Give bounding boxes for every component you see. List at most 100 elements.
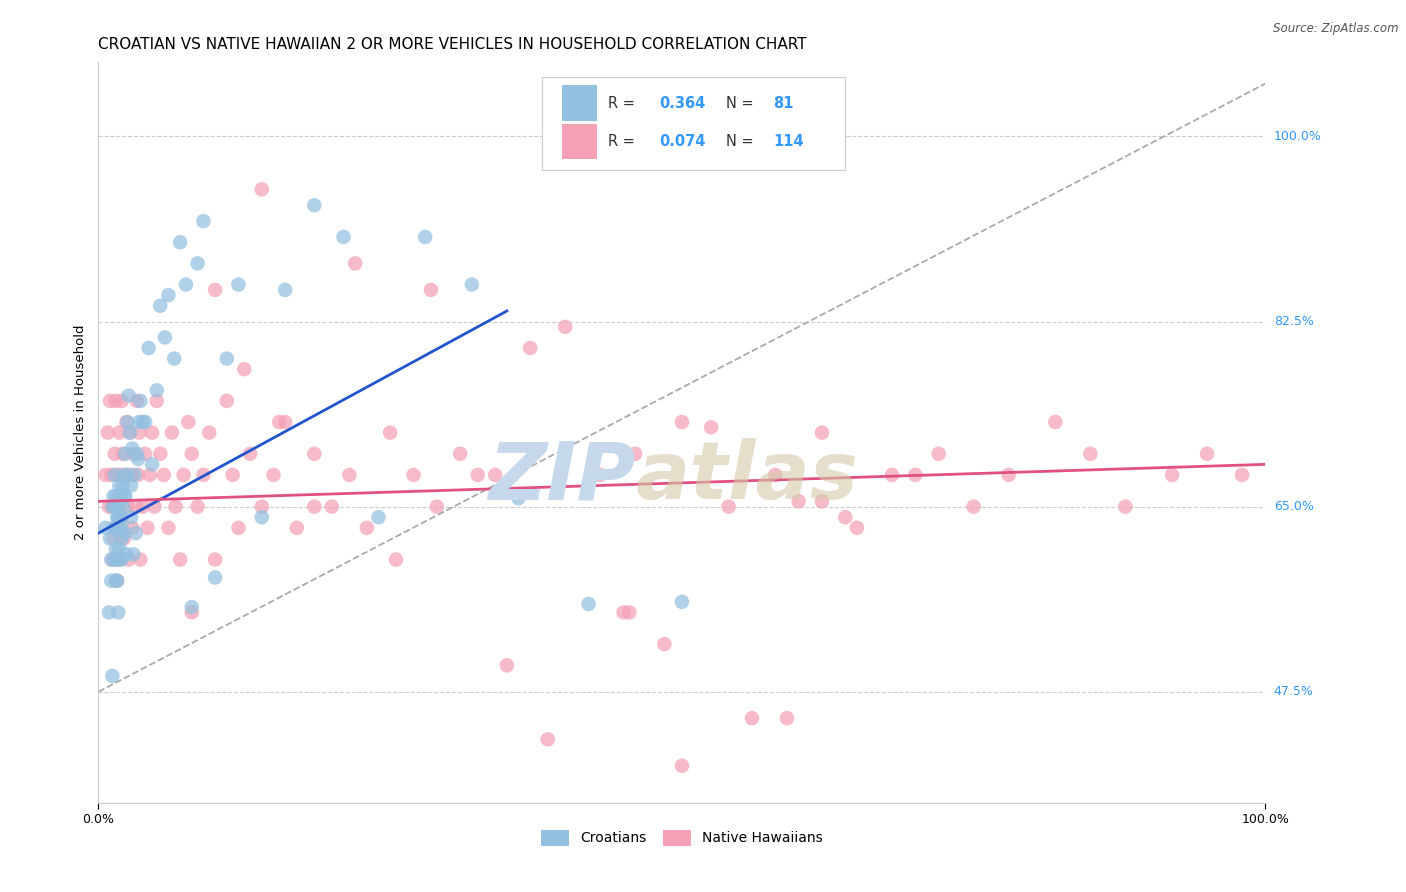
Point (110, 510, 132, 524)
Point (304, 447, 326, 461)
Point (174, 277, 197, 292)
Point (717, 500, 740, 514)
Point (1195, 447, 1218, 461)
Point (228, 277, 250, 292)
Point (129, 552, 152, 566)
Point (149, 299, 172, 313)
Point (134, 447, 156, 461)
Point (104, 393, 127, 408)
Point (121, 442, 143, 456)
Point (104, 489, 127, 503)
Point (228, 521, 250, 535)
Point (215, 351, 238, 366)
Point (111, 500, 134, 514)
Point (120, 467, 142, 482)
Point (904, 467, 927, 482)
Point (112, 489, 135, 503)
Point (180, 606, 202, 620)
Point (107, 510, 129, 524)
Point (114, 467, 136, 482)
Point (97, 500, 120, 514)
FancyBboxPatch shape (562, 86, 596, 121)
Point (537, 732, 560, 747)
Point (105, 552, 128, 566)
Point (111, 532, 134, 546)
FancyBboxPatch shape (541, 78, 845, 169)
Point (180, 447, 202, 461)
Point (110, 467, 132, 482)
Point (112, 526, 135, 541)
Point (105, 574, 128, 588)
Point (121, 521, 143, 535)
Point (962, 500, 984, 514)
Point (100, 574, 122, 588)
Point (193, 214, 215, 228)
Point (169, 552, 191, 566)
Point (519, 341, 541, 355)
Point (114, 489, 136, 503)
Point (124, 467, 146, 482)
Point (741, 711, 763, 725)
Point (274, 415, 297, 429)
Point (111, 521, 134, 535)
Point (834, 510, 856, 524)
Point (112, 467, 135, 482)
Point (402, 467, 425, 482)
Point (304, 500, 326, 514)
Point (193, 467, 215, 482)
Point (104, 467, 127, 482)
Point (103, 521, 125, 535)
Point (108, 478, 131, 492)
Point (204, 570, 226, 584)
Point (157, 288, 180, 302)
Text: 81: 81 (773, 95, 793, 111)
Point (115, 547, 138, 561)
Point (380, 425, 402, 440)
Point (143, 500, 166, 514)
Point (215, 393, 238, 408)
Point (105, 467, 128, 482)
Point (160, 425, 183, 440)
Point (104, 552, 127, 566)
Point (104, 541, 127, 556)
Point (141, 425, 163, 440)
Point (496, 658, 519, 673)
Point (107, 552, 129, 566)
Point (177, 415, 200, 429)
Point (385, 552, 408, 566)
Point (1230, 467, 1253, 482)
Point (104, 500, 127, 514)
Point (613, 606, 636, 620)
Point (1045, 415, 1067, 429)
Point (619, 606, 641, 620)
Point (125, 500, 148, 514)
Point (1161, 467, 1184, 482)
Point (671, 595, 693, 609)
Point (111, 393, 134, 408)
Point (420, 283, 443, 297)
Point (101, 500, 124, 514)
Point (94, 521, 117, 535)
Point (426, 500, 449, 514)
Point (583, 447, 606, 461)
Point (467, 467, 489, 482)
Point (104, 521, 127, 535)
Point (138, 341, 160, 355)
Point (117, 415, 139, 429)
Point (578, 597, 600, 611)
Point (250, 182, 273, 196)
Point (118, 425, 141, 440)
Point (112, 532, 135, 546)
Point (337, 467, 360, 482)
Text: R =: R = (609, 134, 640, 149)
Point (262, 467, 284, 482)
Point (880, 467, 903, 482)
Point (108, 541, 131, 556)
Point (285, 521, 308, 535)
Point (108, 552, 131, 566)
Point (117, 467, 139, 482)
Point (204, 283, 226, 297)
Point (250, 500, 273, 514)
Point (589, 467, 612, 482)
Point (108, 521, 131, 535)
